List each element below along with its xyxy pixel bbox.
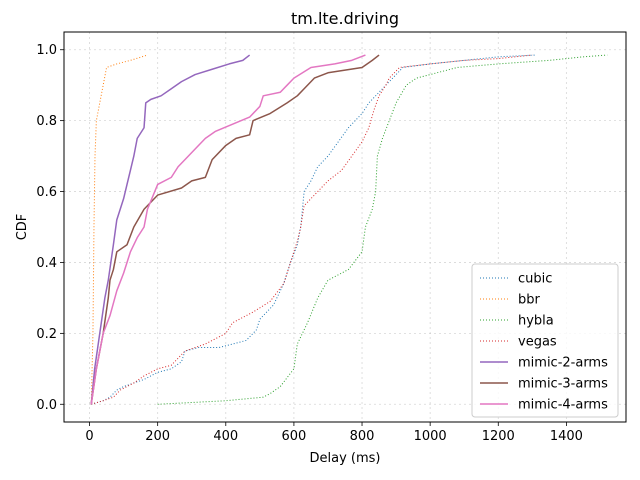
legend-label-mimic-2-arms: mimic-2-arms — [518, 356, 608, 371]
y-axis-label: CDF — [15, 214, 30, 241]
y-tick-label: 0.6 — [36, 185, 57, 200]
grid — [64, 32, 626, 422]
series-line-mimic-2-arms — [90, 54, 251, 405]
chart-title: tm.lte.driving — [291, 9, 399, 28]
plot-frame — [63, 31, 627, 423]
y-tick-label: 0.0 — [36, 398, 57, 413]
y-tick-label: 0.2 — [36, 327, 57, 342]
x-tick-label: 0 — [85, 429, 93, 444]
series-layer — [90, 54, 608, 405]
series-line-bbr — [90, 54, 148, 405]
legend-label-bbr: bbr — [518, 293, 541, 308]
legend-label-mimic-3-arms: mimic-3-arms — [518, 377, 608, 392]
x-tick-label: 600 — [281, 429, 306, 444]
legend-box — [471, 263, 619, 418]
x-tick-label: 1400 — [550, 429, 583, 444]
series-line-mimic-3-arms — [90, 54, 380, 405]
legend-label-mimic-4-arms: mimic-4-arms — [518, 398, 608, 413]
x-axis-label: Delay (ms) — [310, 451, 381, 466]
x-tick-label: 1200 — [482, 429, 515, 444]
y-tick-label: 0.4 — [36, 256, 57, 271]
legend: cubic bbr hybla vegas mimic-2-arms mimic-3-ar… — [471, 263, 619, 418]
axis-ticks: 0 200 400 600 800 1000 1200 1400 0.0 0.2 0.4 0.6 0.8… — [36, 43, 583, 444]
x-tick-label: 1000 — [414, 429, 447, 444]
legend-label-vegas: vegas — [518, 335, 557, 350]
x-tick-label: 200 — [145, 429, 170, 444]
x-tick-label: 800 — [350, 429, 375, 444]
series-line-mimic-4-arms — [90, 54, 366, 405]
legend-label-cubic: cubic — [518, 272, 552, 287]
legend-label-hybla: hybla — [518, 314, 554, 329]
y-tick-label: 0.8 — [36, 114, 57, 129]
y-tick-label: 1.0 — [36, 43, 57, 58]
series-line-hybla — [157, 54, 608, 405]
x-tick-label: 400 — [213, 429, 238, 444]
